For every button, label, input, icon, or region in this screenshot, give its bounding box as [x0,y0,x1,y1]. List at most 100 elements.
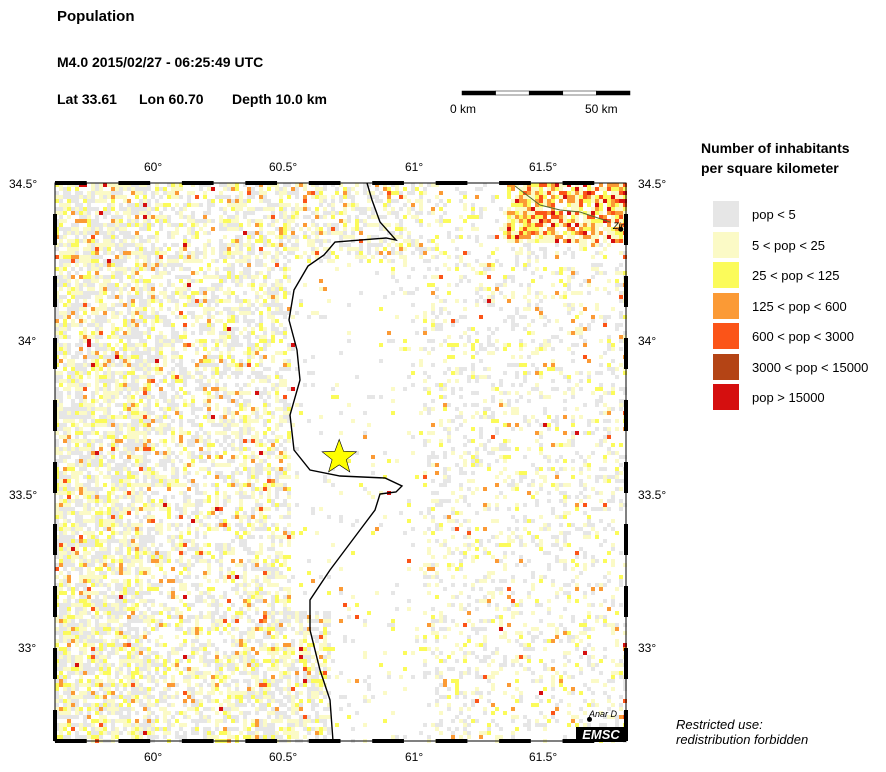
population-cell [95,667,99,671]
population-cell [163,443,167,447]
population-cell [143,491,147,495]
population-cell [135,387,139,391]
population-cell [59,559,63,563]
population-cell [147,631,151,635]
population-cell [239,371,243,375]
population-cell [271,431,275,435]
population-cell [131,691,135,695]
population-cell [115,435,119,439]
population-cell [91,691,95,695]
population-cell [71,199,75,203]
population-cell [215,423,219,427]
population-cell [271,243,275,247]
population-cell [95,651,99,655]
population-cell [199,203,203,207]
population-cell [59,223,63,227]
population-cell [131,655,135,659]
population-cell [231,239,235,243]
population-cell [243,567,247,571]
population-cell [55,331,59,335]
map-title: Population [57,8,135,25]
population-cell [127,439,131,443]
population-cell [199,599,203,603]
population-cell [179,723,183,727]
population-cell [247,271,251,275]
population-cell [171,543,175,547]
population-cell [251,671,255,675]
population-cell [63,255,67,259]
population-cell [223,727,227,731]
population-cell [115,191,119,195]
population-cell [143,415,147,419]
population-cell [179,367,183,371]
population-cell [251,455,255,459]
population-cell [59,707,63,711]
population-cell [107,671,111,675]
population-cell [147,659,151,663]
population-cell [179,335,183,339]
population-cell [243,319,247,323]
population-cell [227,275,231,279]
population-cell [59,683,63,687]
population-cell [71,499,75,503]
population-cell [275,263,279,267]
population-cell [235,699,239,703]
population-cell [203,219,207,223]
population-cell [267,631,271,635]
population-cell [75,627,79,631]
population-cell [215,287,219,291]
population-cell [203,491,207,495]
population-cell [67,687,71,691]
population-cell [91,723,95,727]
population-cell [83,555,87,559]
population-cell [131,223,135,227]
population-cell [111,591,115,595]
population-cell [191,539,195,543]
population-cell [67,627,71,631]
population-cell [215,607,219,611]
population-cell [267,723,271,727]
population-cell [99,495,103,499]
population-cell [267,307,271,311]
population-cell [147,619,151,623]
population-cell [167,279,171,283]
population-cell [191,395,195,399]
population-cell [135,443,139,447]
population-cell [79,231,83,235]
population-cell [123,363,127,367]
population-cell [59,563,63,567]
population-cell [127,231,131,235]
population-cell [111,539,115,543]
population-cell [195,667,199,671]
population-cell [211,459,215,463]
population-cell [167,203,171,207]
population-cell [235,655,239,659]
population-cell [271,359,275,363]
population-cell [235,471,239,475]
population-cell [67,671,71,675]
population-cell [67,711,71,715]
population-cell [187,287,191,291]
population-cell [251,275,255,279]
population-cell [235,483,239,487]
population-cell [275,255,279,259]
population-cell [219,663,223,667]
population-cell [107,551,111,555]
population-cell [211,371,215,375]
population-cell [251,491,255,495]
population-cell [111,531,115,535]
population-cell [91,495,95,499]
population-cell [191,331,195,335]
population-cell [87,723,91,727]
population-cell [139,611,143,615]
population-cell [67,371,71,375]
population-cell [119,295,123,299]
population-cell [71,707,75,711]
population-cell [147,427,151,431]
population-cell [159,431,163,435]
population-cell [119,679,123,683]
population-cell [107,431,111,435]
population-cell [239,499,243,503]
population-cell [223,207,227,211]
population-cell [223,331,227,335]
